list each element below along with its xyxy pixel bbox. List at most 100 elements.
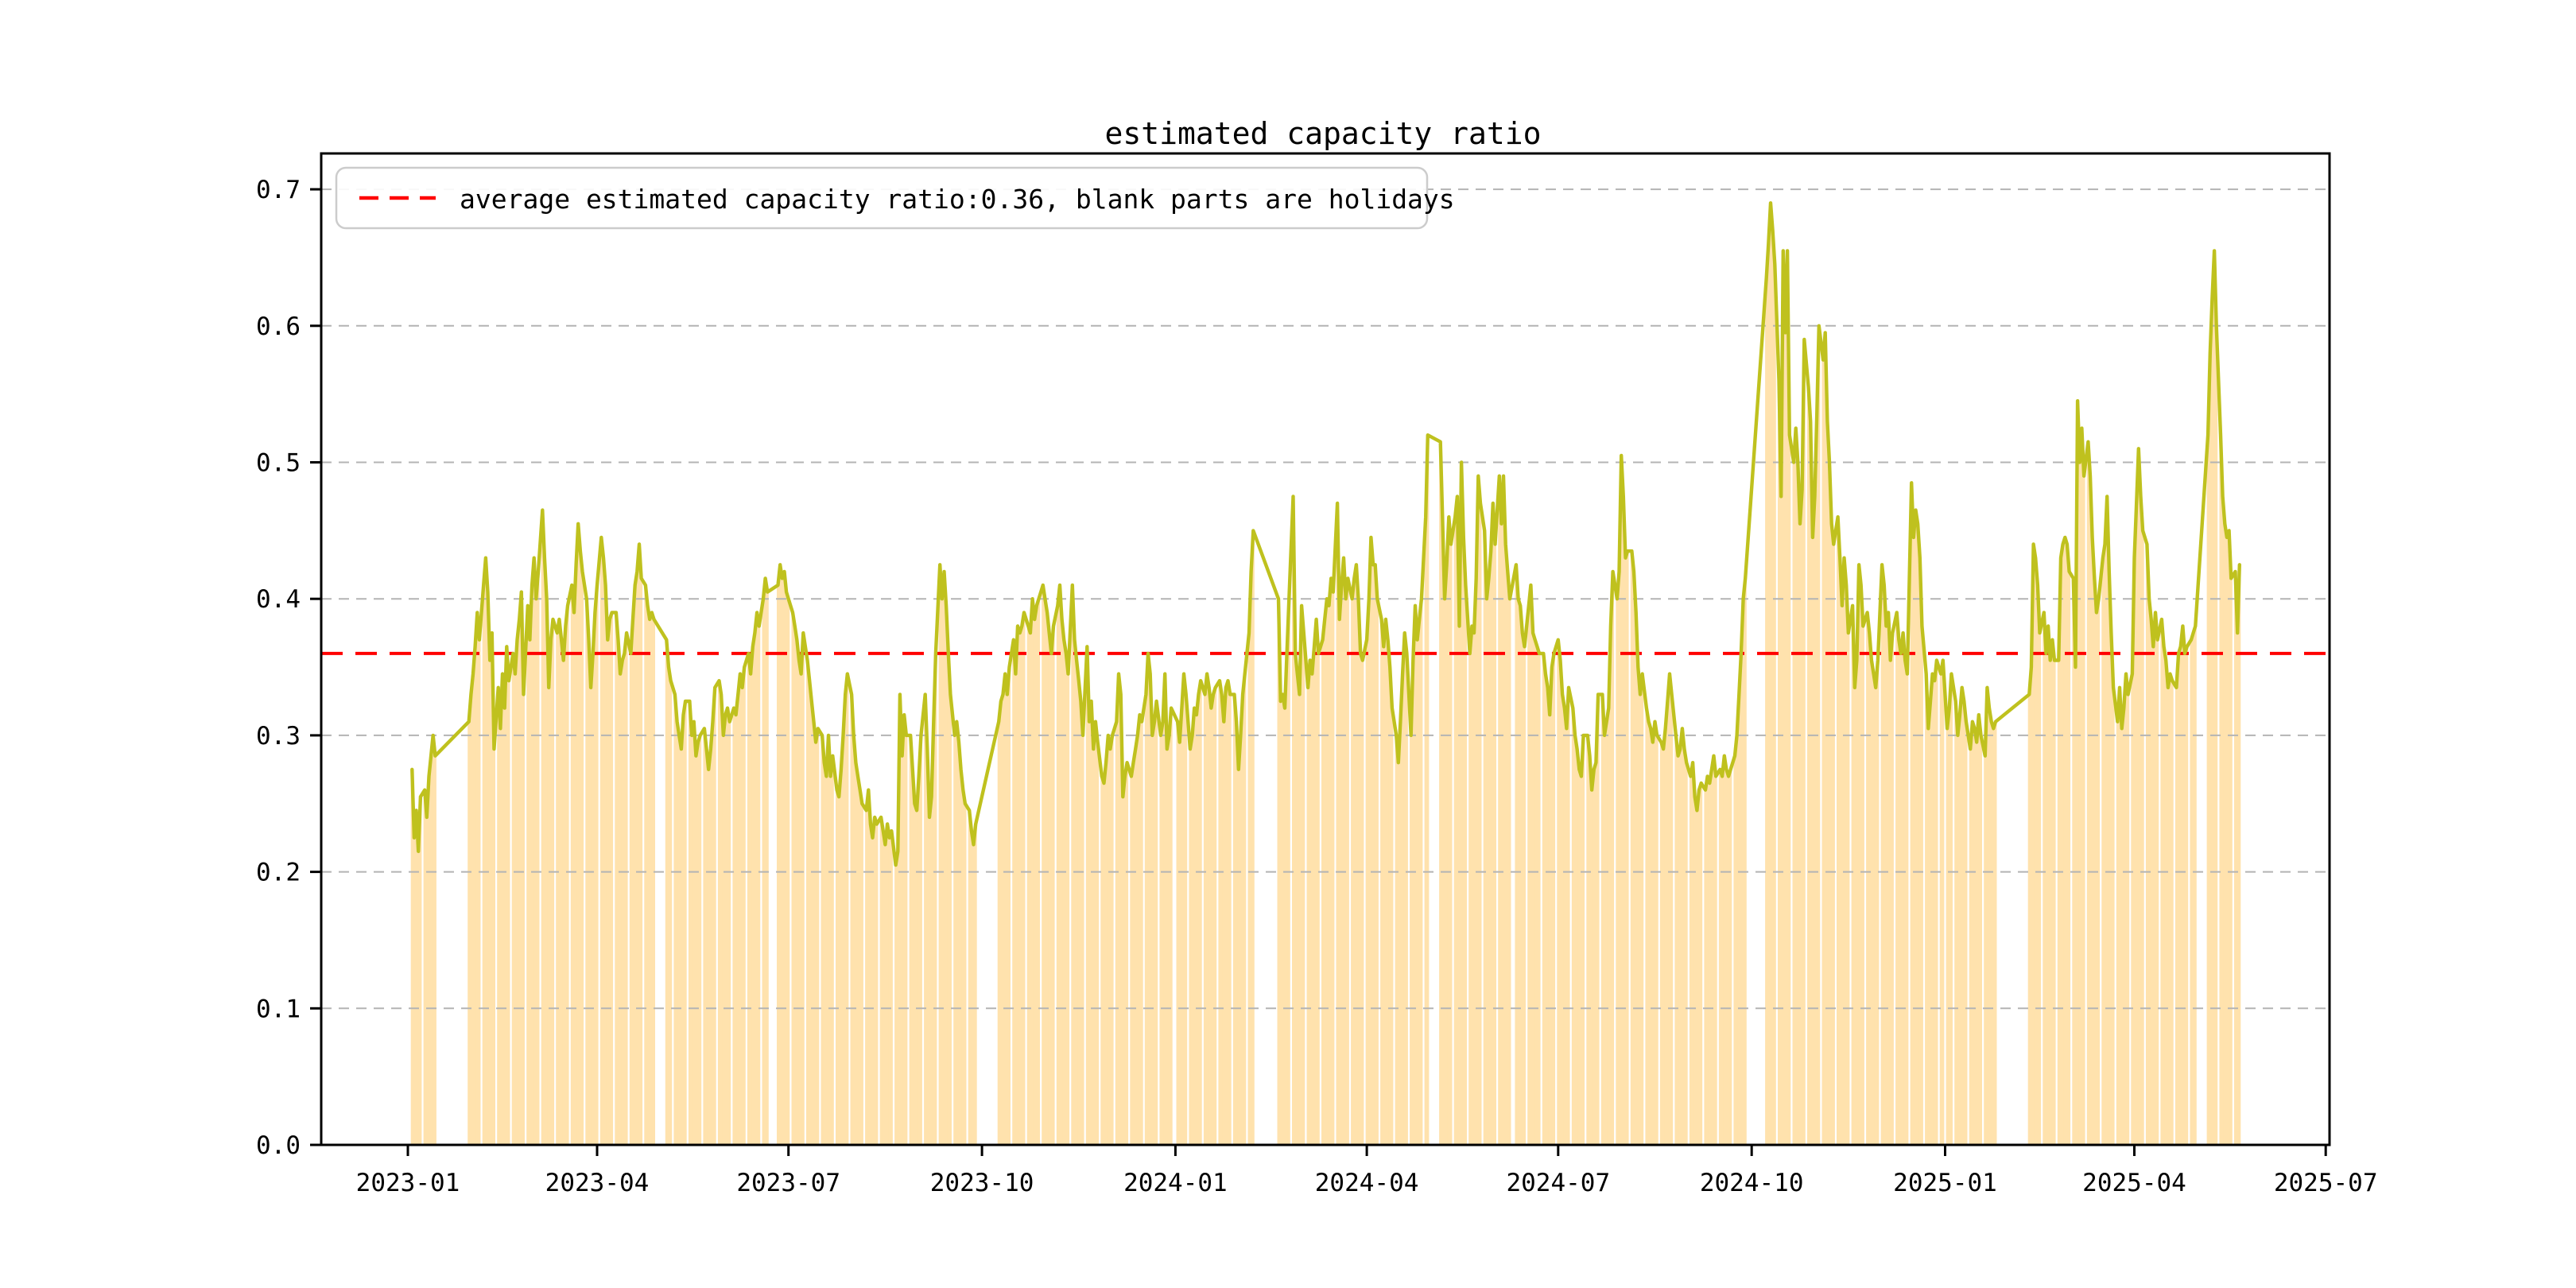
day-bar: [2046, 626, 2050, 1145]
day-bar: [1088, 721, 1091, 1145]
day-bar: [1061, 619, 1064, 1145]
day-bar: [1845, 585, 1848, 1145]
y-tick-label: 0.2: [256, 859, 301, 887]
day-bar: [1576, 749, 1579, 1145]
day-bar: [749, 673, 752, 1145]
day-bar: [915, 810, 918, 1145]
day-bar: [1600, 694, 1604, 1145]
day-bar: [1956, 735, 1959, 1145]
day-bar: [1724, 769, 1728, 1145]
day-bar: [1887, 612, 1890, 1145]
day-bar: [997, 721, 1000, 1145]
day-bar: [644, 585, 647, 1145]
day-bar: [560, 639, 563, 1145]
day-bar: [2034, 557, 2037, 1145]
day-bar: [1897, 639, 1900, 1145]
day-bar: [1636, 667, 1639, 1145]
day-bar: [919, 735, 922, 1145]
day-bar: [1414, 605, 1417, 1145]
day-bar: [1146, 653, 1150, 1145]
day-bar: [1721, 776, 1724, 1145]
day-bar: [2238, 564, 2241, 1145]
day-bar: [1067, 673, 1070, 1145]
day-bar: [1094, 721, 1097, 1145]
day-bar: [1825, 421, 1829, 1145]
day-bar: [785, 592, 788, 1145]
day-bar: [1214, 687, 1217, 1145]
day-bar: [1277, 599, 1280, 1145]
day-bar: [547, 687, 550, 1145]
day-bar: [842, 735, 845, 1145]
day-bar: [793, 626, 797, 1145]
day-bar: [2179, 646, 2182, 1145]
day-bar: [1193, 708, 1196, 1145]
day-bar: [1092, 749, 1095, 1145]
day-bar: [1502, 475, 1505, 1145]
day-bar: [795, 639, 798, 1145]
day-bar: [1071, 585, 1074, 1145]
day-bar: [1612, 571, 1615, 1145]
day-bar: [1006, 694, 1009, 1145]
day-bar: [902, 715, 906, 1145]
day-bar: [817, 728, 820, 1145]
day-bar: [2082, 475, 2085, 1145]
day-bar: [1309, 660, 1312, 1145]
day-bar: [709, 749, 712, 1145]
day-bar: [1073, 639, 1076, 1145]
day-bar: [1096, 742, 1100, 1145]
day-bar: [593, 612, 596, 1145]
day-bar: [1965, 721, 1968, 1145]
day-bar: [882, 831, 885, 1145]
day-bar: [487, 592, 490, 1145]
day-bar: [1464, 585, 1467, 1145]
day-bar: [1809, 421, 1812, 1145]
day-bar: [1828, 462, 1831, 1145]
day-bar: [592, 653, 595, 1145]
day-bar: [1395, 735, 1398, 1145]
day-bar: [890, 831, 893, 1145]
day-bar: [676, 721, 679, 1145]
day-bar: [1593, 769, 1596, 1145]
day-bar: [1323, 619, 1326, 1145]
day-bar: [1048, 633, 1051, 1145]
day-bar: [1026, 626, 1030, 1145]
day-bar: [1149, 673, 1152, 1145]
day-bar: [1697, 789, 1701, 1145]
day-bar: [2171, 681, 2174, 1145]
day-bar: [1100, 776, 1104, 1145]
y-tick-labels: 0.0 0.1 0.2 0.3 0.4 0.5 0.6 0.7: [256, 176, 301, 1160]
day-bar: [499, 728, 502, 1145]
day-bar: [717, 681, 720, 1145]
day-bar: [2210, 298, 2213, 1145]
day-bar: [829, 776, 832, 1145]
day-bar: [581, 571, 584, 1145]
day-bar: [1508, 599, 1511, 1145]
day-bar: [1224, 687, 1228, 1145]
day-bar: [2074, 667, 2077, 1145]
day-bar: [1018, 633, 1022, 1145]
day-bar: [2137, 448, 2140, 1145]
day-bar: [2068, 571, 2071, 1145]
day-bar: [800, 673, 803, 1145]
day-bar: [1535, 646, 1538, 1145]
day-bar: [1624, 557, 1627, 1145]
day-bar: [2050, 639, 2054, 1145]
day-bar: [2030, 667, 2033, 1145]
y-tick-label: 0.4: [256, 585, 301, 614]
day-bar: [2097, 599, 2101, 1145]
day-bar: [1713, 755, 1716, 1145]
day-bar: [1529, 585, 1532, 1145]
day-bar: [888, 837, 891, 1145]
day-bar: [1313, 646, 1316, 1145]
day-bar: [516, 639, 519, 1145]
day-bar: [871, 837, 875, 1145]
x-tick-label: 2023-04: [545, 1169, 650, 1197]
day-bar: [530, 585, 533, 1145]
day-bar: [692, 721, 696, 1145]
day-bar: [1573, 735, 1577, 1145]
day-bar: [1170, 708, 1173, 1145]
day-bar: [1678, 749, 1682, 1145]
day-bar: [1920, 626, 1923, 1145]
day-bar: [433, 755, 436, 1145]
day-bar: [617, 639, 620, 1145]
